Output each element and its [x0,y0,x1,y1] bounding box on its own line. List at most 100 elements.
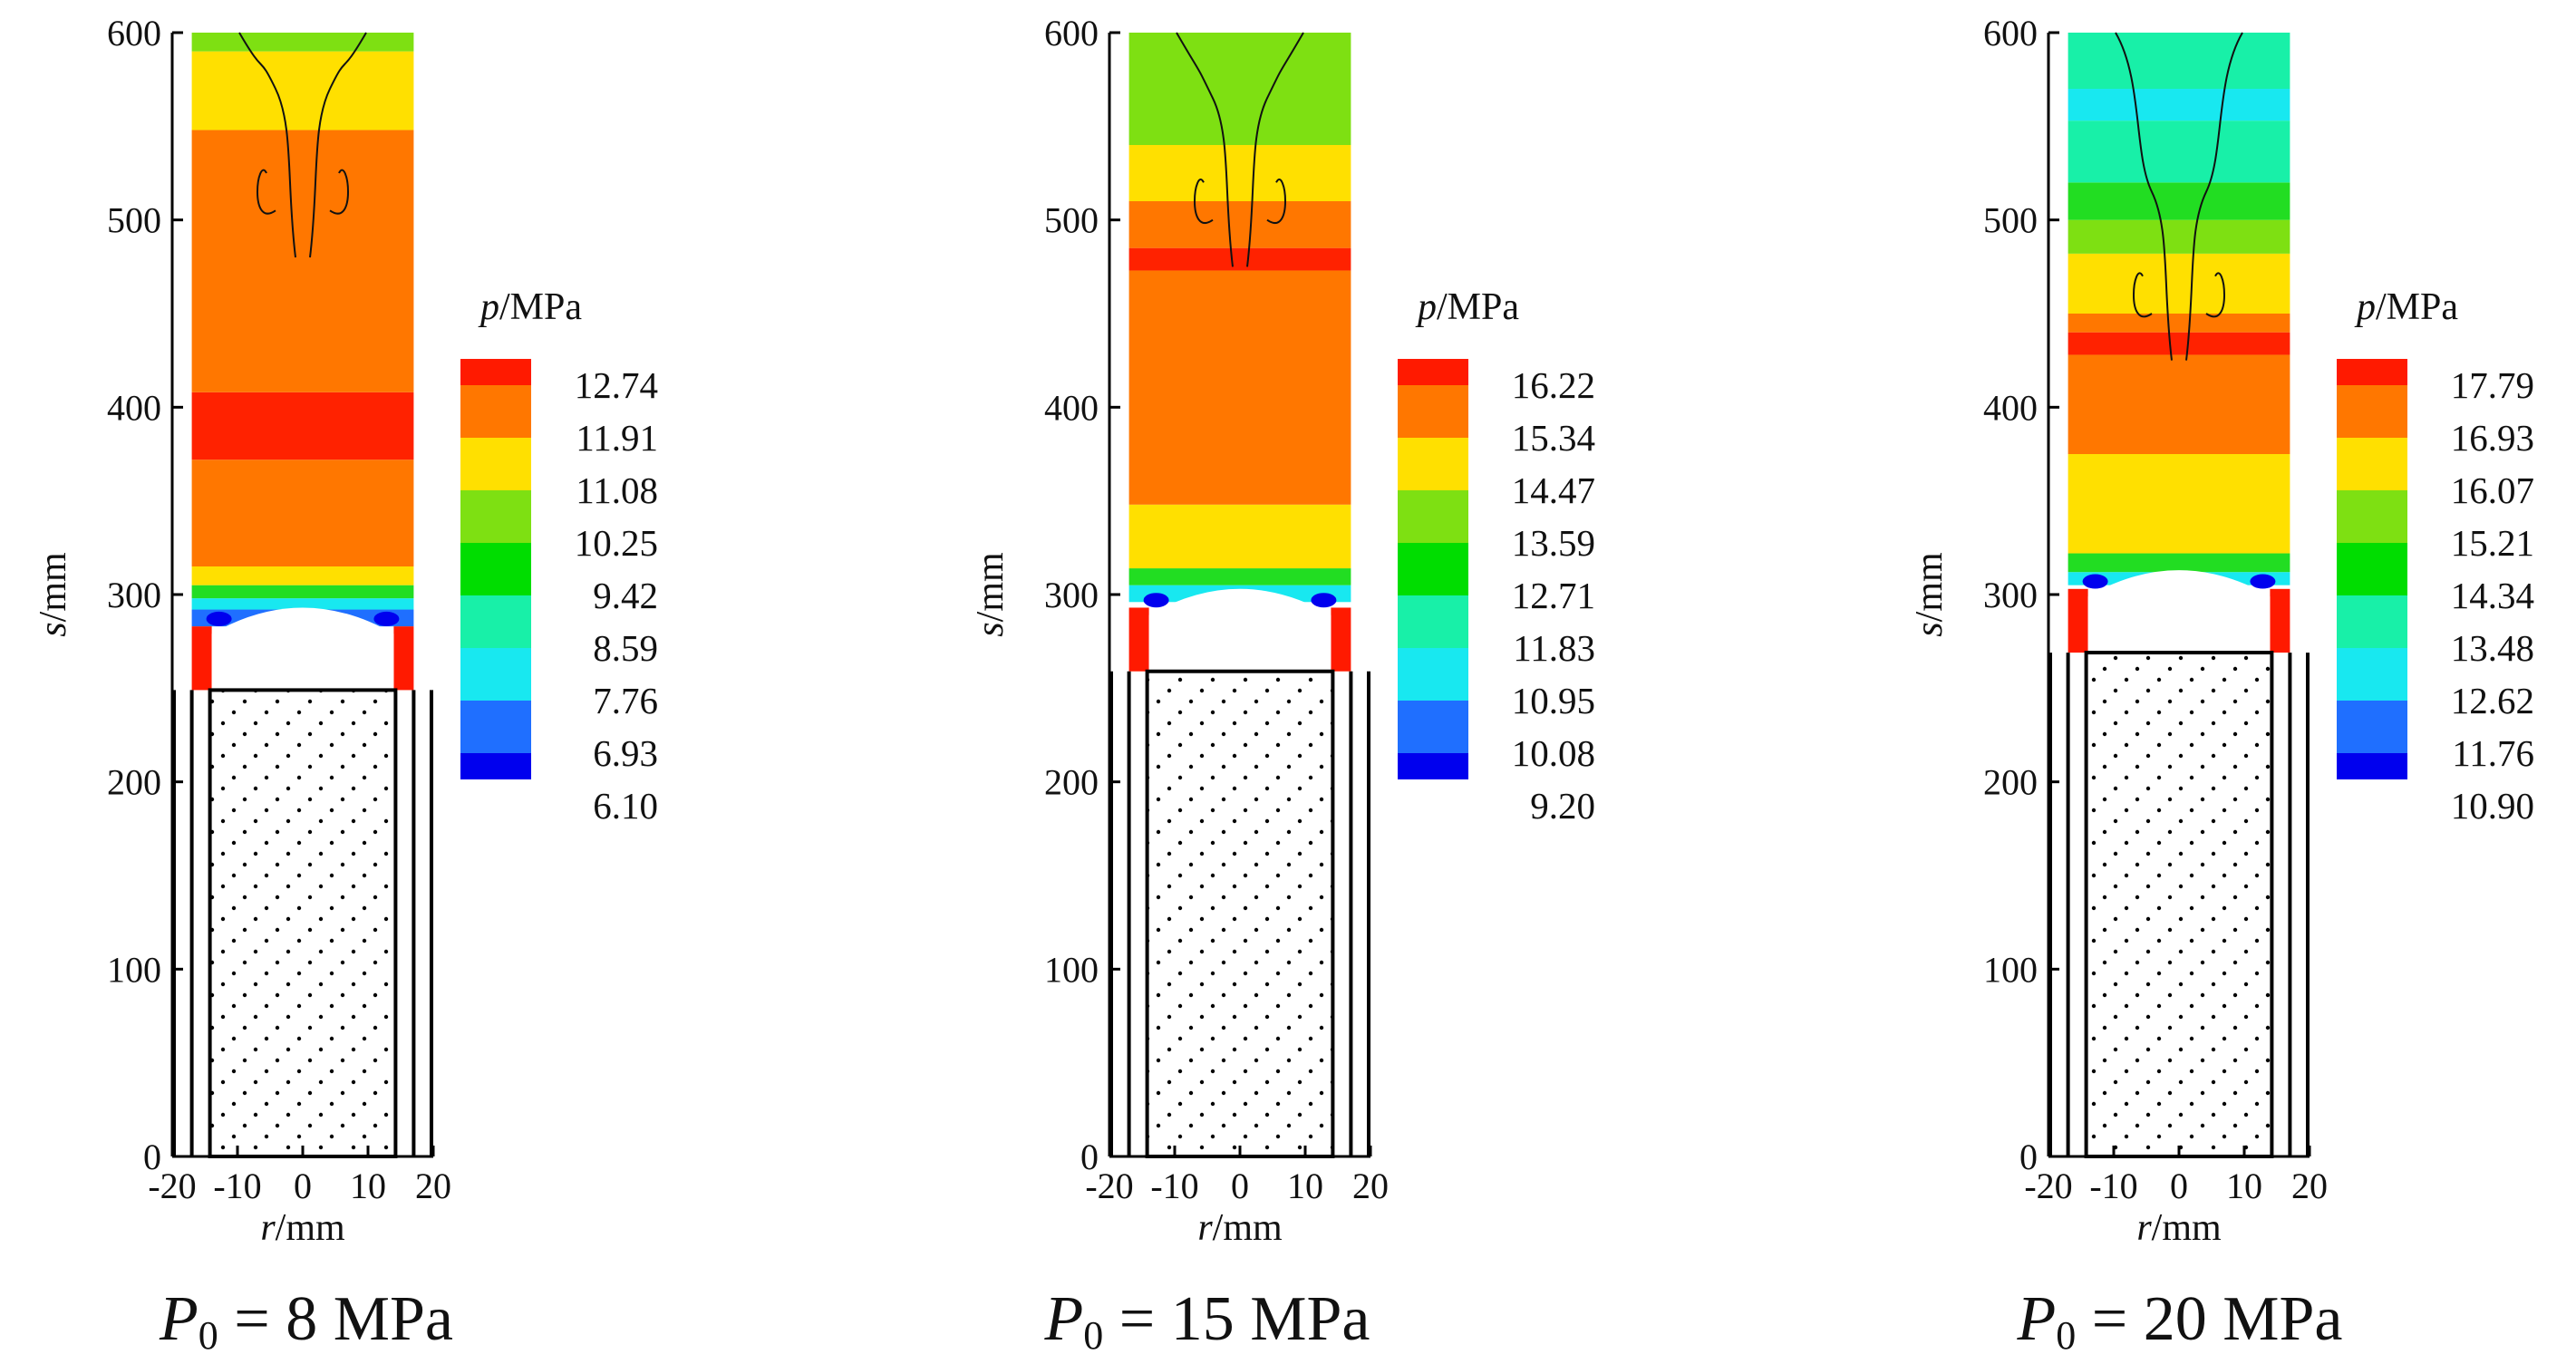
vortex-right [373,611,400,626]
colorbar-swatch [1398,648,1468,701]
contour-band [1128,247,1351,271]
contour-band [2068,89,2290,121]
colorbar-label: 11.83 [1513,627,1595,669]
flame-contour-line [257,169,276,215]
colorbar-label: 7.76 [593,680,658,721]
colorbar-swatch [460,543,531,595]
x-axis-label-unit: /mm [2152,1207,2222,1249]
contour-band [191,130,414,392]
colorbar-swatch [2337,490,2407,543]
contour-band [2068,121,2290,183]
contour-band [191,392,414,460]
colorbar-title-var: p [478,286,499,328]
caption-subscript: 0 [1083,1313,1103,1358]
y-axis-label: s/mm [1909,552,1951,637]
y-tick-label: 600 [1983,13,2038,53]
x-tick-label: -10 [2089,1166,2137,1206]
colorbar: p/MPa 12.74 11.91 11.08 10.25 9.42 8.59 7.76 6.9… [460,286,658,827]
y-tick-label: 0 [2019,1137,2038,1177]
colorbar-swatch [2337,543,2407,595]
contour-band [191,33,414,52]
colorbar: p/MPa 17.79 16.93 16.07 15.21 14.34 13.48 12.62… [2337,286,2534,827]
y-tick-label: 200 [1983,762,2038,803]
contour-band [2068,253,2290,314]
colorbar-label: 9.20 [1530,785,1595,827]
colorbar-title: p/MPa [1415,286,1519,328]
colorbar-title-unit: /MPa [1437,286,1519,328]
colorbar-swatch [460,385,531,438]
colorbar-label: 16.07 [2451,469,2534,511]
flame-contour-line [1176,32,1234,267]
y-axis-label-unit: /mm [33,552,74,622]
contour-band [191,51,414,131]
contour-band [2068,33,2290,89]
y-tick-label: 400 [107,387,161,428]
y-tick-label: 600 [1044,13,1099,53]
flame-contour-line [1266,179,1286,224]
colorbar-swatch [460,490,531,543]
contour-band [2068,332,2290,355]
colorbar-swatch [460,648,531,701]
x-tick-label: -20 [148,1166,196,1206]
colorbar-swatch [2337,385,2407,438]
y-axis-label-var: s [1909,622,1951,636]
flame-contour-lines [238,32,367,258]
y-tick-label: 400 [1044,387,1099,428]
colorbar-title-var: p [2354,286,2376,328]
unburnt-dome [1148,588,1332,672]
y-tick-label: 0 [143,1137,161,1177]
flame-contour-line [2115,32,2173,361]
y-tick-label: 300 [1983,575,2038,615]
colorbar-swatch [2337,753,2407,779]
colorbar-swatch [460,753,531,779]
wall-pressure-left [2068,588,2088,653]
flame-contour-line [329,169,349,215]
flame-contour-line [309,32,367,258]
y-axis-label-var: s [970,622,1012,636]
x-axis-label-var: r [1197,1207,1213,1249]
colorbar-label: 12.71 [1512,575,1595,616]
contour-band [1128,145,1351,201]
colorbar-label: 6.10 [593,785,658,827]
colorbar-swatch [2337,648,2407,701]
y-tick-label: 400 [1983,387,2038,428]
contour-band [2068,454,2290,554]
colorbar-label: 8.59 [593,627,658,669]
caption-subscript: 0 [2056,1313,2076,1358]
colorbar-swatch [2337,595,2407,648]
projectile [1145,669,1335,1158]
y-axis-label: s/mm [33,552,74,637]
wall-pressure-left [1128,607,1149,672]
x-tick-label: 10 [1287,1166,1323,1206]
contour-band [1128,201,1351,248]
colorbar-label: 14.34 [2451,575,2534,616]
colorbar-swatch [1398,359,1468,385]
x-tick-label: 20 [2291,1166,2328,1206]
contour-band [191,598,414,610]
flame-contour-line [2185,32,2243,361]
vortex-left [206,611,232,626]
colorbar-label: 17.79 [2451,364,2534,406]
x-tick-label: -10 [213,1166,261,1206]
colorbar-swatch [1398,701,1468,753]
vortex-right [1311,593,1337,608]
x-tick-label: 10 [350,1166,386,1206]
contour-band [191,585,414,599]
flame-contour-line [2133,272,2153,318]
contour-band [2068,354,2290,454]
contour-band [2068,182,2290,220]
y-tick-label: 200 [1044,762,1099,803]
pressure-contour-zones [1128,33,1351,603]
colorbar-label: 10.90 [2451,785,2534,827]
colorbar-swatch [2337,701,2407,753]
colorbar-title: p/MPa [478,286,582,328]
colorbar-swatch [1398,595,1468,648]
x-axis-label-unit: /mm [276,1207,345,1249]
contour-band [1128,568,1351,585]
panel-caption: P0 = 15 MPa [1044,1284,1370,1358]
projectile [208,688,398,1158]
y-tick-label: 200 [107,762,161,803]
vortex-left [2082,574,2108,589]
